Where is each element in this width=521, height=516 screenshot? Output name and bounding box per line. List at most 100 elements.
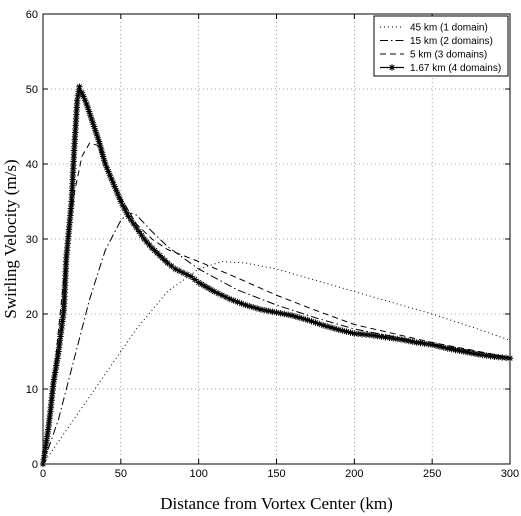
series-marker: [347, 329, 354, 336]
series-marker: [378, 333, 385, 340]
x-axis-title: Distance from Vortex Center (km): [160, 494, 393, 513]
series-marker: [168, 262, 175, 270]
series-marker: [75, 88, 82, 95]
series-marker: [81, 97, 89, 104]
series-marker: [133, 224, 140, 231]
series-marker: [43, 437, 50, 444]
legend-label-4: 1.67 km (4 domains): [410, 63, 501, 74]
series-line-2: [42, 212, 511, 465]
legend: 45 km (1 domain) 15 km (2 domains) 5 km (3…: [373, 15, 509, 77]
grid: [43, 14, 510, 464]
series-marker: [502, 354, 510, 362]
series-marker: [467, 349, 475, 357]
series-marker: [135, 228, 143, 235]
series-marker: [73, 100, 81, 108]
series-marker: [238, 300, 245, 307]
axis-ticks: 0 50 100 150 200 250 300 0 10 20 30 40 50 60: [26, 9, 519, 480]
y-tick-label: 10: [26, 384, 38, 396]
series-marker: [51, 372, 58, 380]
series-marker: [70, 150, 78, 158]
series-marker: [284, 311, 292, 318]
y-tick-label: 50: [26, 84, 38, 96]
series-marker: [49, 383, 57, 390]
series-marker: [108, 175, 115, 183]
y-tick-label: 30: [26, 234, 38, 246]
series-marker: [253, 305, 261, 312]
y-tick-label: 40: [26, 159, 38, 171]
series-marker: [331, 325, 339, 332]
series-marker: [456, 347, 463, 354]
series-marker: [409, 338, 416, 345]
series-marker: [343, 328, 350, 335]
series-marker: [161, 257, 169, 264]
series-marker: [281, 310, 288, 318]
x-tick-label: 100: [189, 468, 207, 480]
series-marker: [273, 309, 280, 316]
series-marker: [153, 249, 161, 257]
series-marker: [261, 307, 269, 314]
x-tick-label: 50: [115, 468, 127, 480]
legend-label-2: 15 km (2 domains): [410, 36, 493, 47]
series-marker: [52, 365, 59, 373]
legend-marker: [388, 64, 396, 71]
series-marker: [452, 346, 459, 354]
series-marker: [88, 115, 95, 123]
series-marker: [401, 337, 409, 344]
series-marker: [62, 258, 70, 265]
series-marker: [440, 344, 448, 351]
series-marker: [300, 315, 307, 323]
series-marker: [425, 340, 432, 348]
series-marker: [60, 310, 67, 318]
series-marker: [74, 92, 82, 99]
series-marker: [183, 271, 191, 278]
series-marker: [76, 83, 83, 90]
series-marker: [339, 327, 346, 334]
series-marker: [362, 331, 370, 338]
series-marker: [176, 267, 183, 275]
x-tick-label: 150: [267, 468, 285, 480]
y-tick-label: 20: [26, 309, 38, 321]
series-marker: [123, 209, 130, 216]
series-marker: [463, 349, 471, 356]
series-marker: [191, 276, 198, 283]
series-marker: [265, 307, 272, 315]
series-marker: [277, 310, 284, 317]
series-marker: [68, 201, 75, 209]
series-marker: [316, 320, 323, 328]
series-marker: [432, 342, 440, 349]
series-marker: [101, 157, 108, 164]
series-marker: [116, 194, 123, 201]
series-marker: [54, 351, 62, 359]
series-marker: [471, 350, 479, 357]
series-layer: [39, 83, 514, 468]
series-marker: [405, 337, 413, 345]
series-marker: [130, 220, 138, 228]
series-marker: [146, 241, 153, 249]
legend-box: [373, 15, 509, 77]
series-marker: [94, 134, 101, 141]
series-marker: [44, 429, 51, 437]
series-marker: [172, 265, 179, 273]
series-marker: [269, 308, 276, 315]
y-tick-label: 60: [26, 9, 38, 21]
y-axis-title: Swirling Velocity (m/s): [1, 159, 20, 318]
series-marker: [421, 340, 428, 347]
x-tick-label: 0: [40, 468, 46, 480]
series-marker: [222, 293, 230, 301]
legend-label-3: 5 km (3 domains): [410, 50, 487, 61]
x-tick-label: 250: [423, 468, 441, 480]
series-marker: [448, 346, 455, 353]
series-marker: [487, 352, 494, 360]
y-tick-label: 0: [32, 459, 38, 471]
series-marker: [40, 456, 47, 464]
series-marker: [444, 345, 451, 352]
series-marker: [393, 335, 401, 343]
series-marker: [138, 232, 145, 239]
series-marker: [47, 408, 54, 415]
legend-label-1: 45 km (1 domain): [410, 23, 488, 34]
series-marker: [460, 348, 467, 355]
series-marker: [436, 343, 444, 350]
series-marker: [207, 286, 215, 293]
x-tick-label: 300: [501, 468, 519, 480]
